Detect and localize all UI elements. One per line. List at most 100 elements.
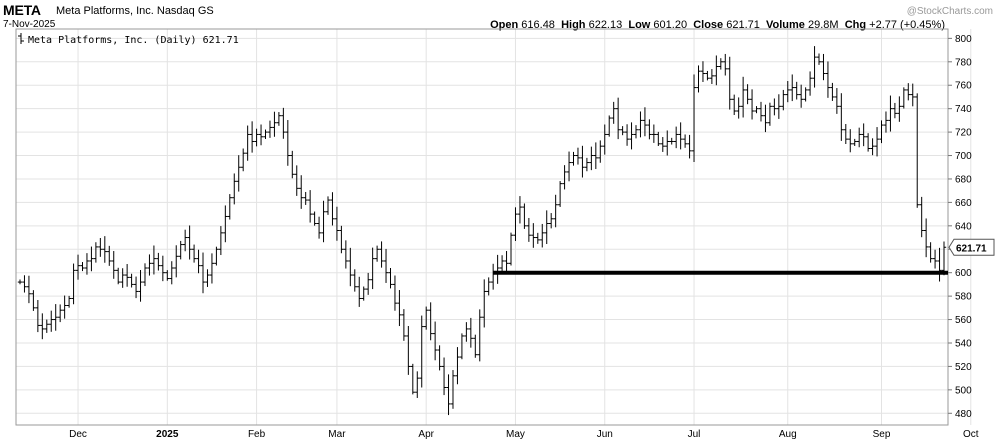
price-bar [227,194,232,220]
volume-label: Volume [766,19,805,31]
price-bar [874,127,880,157]
price-bar [879,120,884,144]
y-tick-label: 640 [955,221,972,232]
price-bar [294,165,299,196]
price-bar [700,61,706,82]
price-bar [464,322,469,342]
open-value: 616.48 [521,19,555,31]
price-bar [303,191,308,205]
price-bar [352,269,357,292]
price-bar [906,83,911,101]
price-bar [709,69,715,84]
price-bar [915,93,920,208]
y-tick-label: 560 [955,315,972,326]
company-exchange: Meta Platforms, Inc. Nasdaq GS [56,5,214,17]
price-bar [897,96,902,122]
price-bar [482,279,487,328]
price-bar [691,74,697,162]
stockcharts-watermark: @StockCharts.com [906,6,993,17]
price-bar [892,102,898,119]
price-bar [450,370,456,409]
price-bar [80,262,85,272]
price-bar [611,101,616,124]
x-tick-label: Dec [69,429,87,440]
y-tick-label: 520 [955,362,972,373]
price-bar [821,53,826,81]
price-bar [236,155,241,192]
price-bar [843,124,848,145]
price-bar [441,357,447,396]
price-bar [406,326,411,375]
price-bar [84,253,90,275]
price-bar [468,317,474,348]
price-bar [40,313,45,340]
price-bar [214,246,219,266]
price-bar [388,268,393,289]
price-bar [200,252,206,294]
price-bar [758,101,764,122]
price-bar [513,207,518,241]
price-bar [133,276,139,299]
price-bar [865,133,871,152]
price-bar [299,175,304,209]
price-bar [665,130,670,156]
price-bar [798,84,804,108]
price-bar [839,93,844,141]
price-badge-shape [948,238,995,256]
price-bar [490,263,496,290]
price-bar [178,240,183,260]
low-label: Low [628,19,651,31]
price-bar [111,251,116,279]
price-bar [357,276,362,307]
price-bar [401,309,407,341]
price-bar [249,121,255,153]
price-bar [571,151,576,166]
price-bar [598,140,603,163]
price-bar [656,131,661,147]
price-bar [102,236,108,263]
price-bar [290,150,295,179]
price-bar [727,56,732,110]
price-bar [191,244,197,263]
price-bar [740,76,746,118]
price-bar [174,245,179,278]
price-bar [89,246,94,272]
price-bar [624,124,630,146]
price-bar [428,302,433,341]
price-bar [254,128,259,147]
price-bar [852,138,857,147]
price-bar [392,275,398,311]
legend-text: Meta Platforms, Inc. (Daily) 621.71 [28,35,239,46]
price-bar [446,374,451,416]
price-bar [156,252,161,271]
price-bar [553,194,558,228]
price-bar [477,309,482,362]
price-bar [57,304,63,323]
price-bar [785,81,790,103]
plot-frame [15,28,949,426]
price-bar [147,254,152,276]
chart-date: 7-Nov-2025 [3,19,56,30]
price-bar [240,148,246,172]
price-bar [856,127,862,148]
price-bar [316,216,322,239]
open-label: Open [490,19,519,31]
price-bar [910,83,915,107]
x-tick-label: May [506,429,525,440]
chg-value: +2.77 (+0.45%) [869,19,945,31]
price-bar [339,225,344,254]
price-bar [714,55,719,86]
price-bar [35,299,41,333]
price-bar [535,232,540,244]
price-bar [633,125,639,139]
grid [16,29,972,425]
price-bar [116,267,121,285]
exchange-name: Nasdaq GS [156,5,214,17]
price-bar [169,261,174,285]
price-bar [437,345,442,371]
x-tick-label: Aug [779,429,797,440]
price-bar [615,97,621,140]
price-bar [696,65,701,93]
price-bars [17,46,947,416]
